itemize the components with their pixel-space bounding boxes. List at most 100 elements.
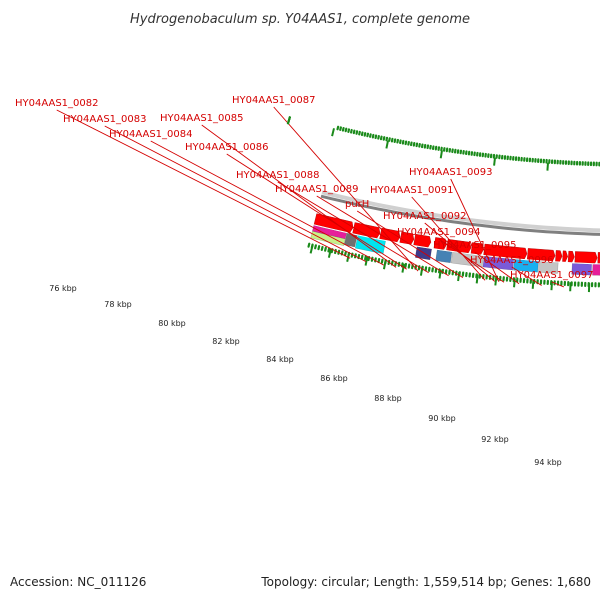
ruler-dot: [358, 130, 361, 136]
cds-arrow: [413, 233, 432, 248]
cds-arrow: [379, 227, 401, 243]
gene-label: HY04AAS1_0093: [409, 167, 492, 178]
ruler-tick: [546, 162, 549, 171]
ruler-dot: [341, 126, 345, 132]
gene-label: HY04AAS1_0096: [470, 255, 553, 266]
genome-backbone: [320, 190, 600, 236]
leader-line: [511, 266, 542, 286]
track-separator: [313, 224, 600, 265]
gene-label: HY04AAS1_0092: [383, 211, 466, 222]
cds-arrow: [555, 250, 563, 262]
upper-dot: [344, 251, 347, 257]
leader-line: [201, 124, 397, 268]
gene-label: HY04AAS1_0094: [397, 227, 480, 238]
upper-tick: [364, 256, 369, 266]
ruler-dot: [350, 128, 353, 134]
leader-line: [277, 181, 429, 274]
upper-dot: [377, 257, 381, 264]
cds-arrow: [352, 222, 381, 239]
ruler-dot: [355, 130, 359, 135]
gene-label: HY04AAS1_0097: [510, 270, 593, 281]
leader-line: [150, 140, 384, 266]
cds-arrow: [483, 243, 528, 260]
upper-tick: [550, 281, 554, 291]
upper-tick: [419, 266, 424, 276]
cds-arrow: [527, 248, 556, 262]
cds-arrow: [470, 242, 484, 255]
feature-track: [310, 213, 600, 276]
cds-arrow: [567, 250, 575, 263]
feature-block: [482, 255, 515, 271]
ruler-dot: [377, 134, 380, 140]
upper-dot: [320, 245, 324, 251]
ruler-dot: [374, 134, 378, 140]
cds-arrow: [597, 252, 600, 264]
ruler-dot: [366, 132, 370, 138]
ruler-dot: [339, 126, 342, 131]
cds-arrow: [574, 251, 598, 264]
feature-block: [592, 263, 600, 276]
gene-label: purH: [345, 199, 369, 210]
upper-dot: [327, 247, 331, 253]
gene-label: HY04AAS1_0088: [236, 170, 319, 181]
position-ruler: 76 kbp 78 kbp 80 kbp 82 kbp 84 kbp 86 kbp 88 k…: [49, 116, 600, 467]
leader-line: [474, 251, 520, 285]
upper-dot: [314, 244, 317, 250]
backbone-inner-line: [321, 190, 600, 233]
upper-dot: [324, 246, 327, 252]
upper-dot: [317, 245, 321, 251]
ruler-tick-label: 84 kbp: [266, 355, 294, 364]
upper-tick: [401, 263, 405, 273]
ruler-tick-label: 94 kbp: [534, 458, 562, 467]
ruler-tick-label: 92 kbp: [481, 435, 509, 444]
ruler-tick: [331, 128, 335, 137]
ruler-dot: [344, 127, 348, 133]
ruler-tick-label: 82 kbp: [212, 337, 240, 346]
label-leaders: [56, 106, 565, 288]
gene-label: HY04AAS1_0086: [185, 142, 268, 153]
upper-dot: [307, 242, 311, 248]
ruler-dot: [371, 133, 375, 139]
feature-block: [310, 230, 346, 247]
upper-tick: [382, 260, 387, 270]
ruler-dot: [382, 136, 386, 141]
gene-label: HY04AAS1_0083: [63, 114, 146, 125]
leader-line: [56, 109, 351, 259]
ruler-dot: [336, 125, 340, 131]
feature-block: [571, 263, 592, 276]
gene-label-layer: HY04AAS1_0082 HY04AAS1_0083 HY04AAS1_0084 H…: [15, 95, 593, 281]
feature-block: [538, 261, 559, 274]
feature-block: [435, 249, 453, 264]
ruler-dot: [369, 133, 372, 138]
leader-line: [424, 222, 495, 282]
upper-dot: [380, 258, 384, 264]
gene-label: HY04AAS1_0089: [275, 184, 358, 195]
ruler-dot: [363, 132, 367, 137]
upper-tick-row: [307, 242, 600, 293]
gene-label: HY04AAS1_0085: [160, 113, 243, 124]
cds-arrow: [446, 239, 472, 254]
upper-tick: [513, 278, 516, 288]
ruler-tick-label: 80 kbp: [158, 319, 186, 328]
ruler-tick-label: 90 kbp: [428, 414, 456, 423]
upper-tick: [327, 248, 332, 258]
upper-dot: [364, 255, 367, 261]
leader-line: [273, 106, 419, 272]
ruler-dot: [352, 129, 356, 135]
upper-tick: [494, 276, 498, 286]
ruler-tick-label: 78 kbp: [104, 300, 132, 309]
upper-dot: [360, 254, 364, 260]
leader-line: [356, 210, 464, 279]
upper-tick: [531, 279, 535, 289]
map-title: Hydrogenobaculum sp. Y04AAS1, complete g…: [130, 12, 470, 27]
upper-tick: [309, 244, 314, 254]
gene-label: HY04AAS1_0084: [109, 129, 192, 140]
upper-tick: [457, 271, 461, 282]
ruler-dot: [379, 135, 383, 141]
ruler-tick: [286, 116, 292, 125]
gene-label: HY04AAS1_0091: [370, 185, 453, 196]
cds-arrow: [313, 213, 354, 233]
leader-line: [450, 178, 500, 282]
cds-arrow: [399, 231, 415, 245]
